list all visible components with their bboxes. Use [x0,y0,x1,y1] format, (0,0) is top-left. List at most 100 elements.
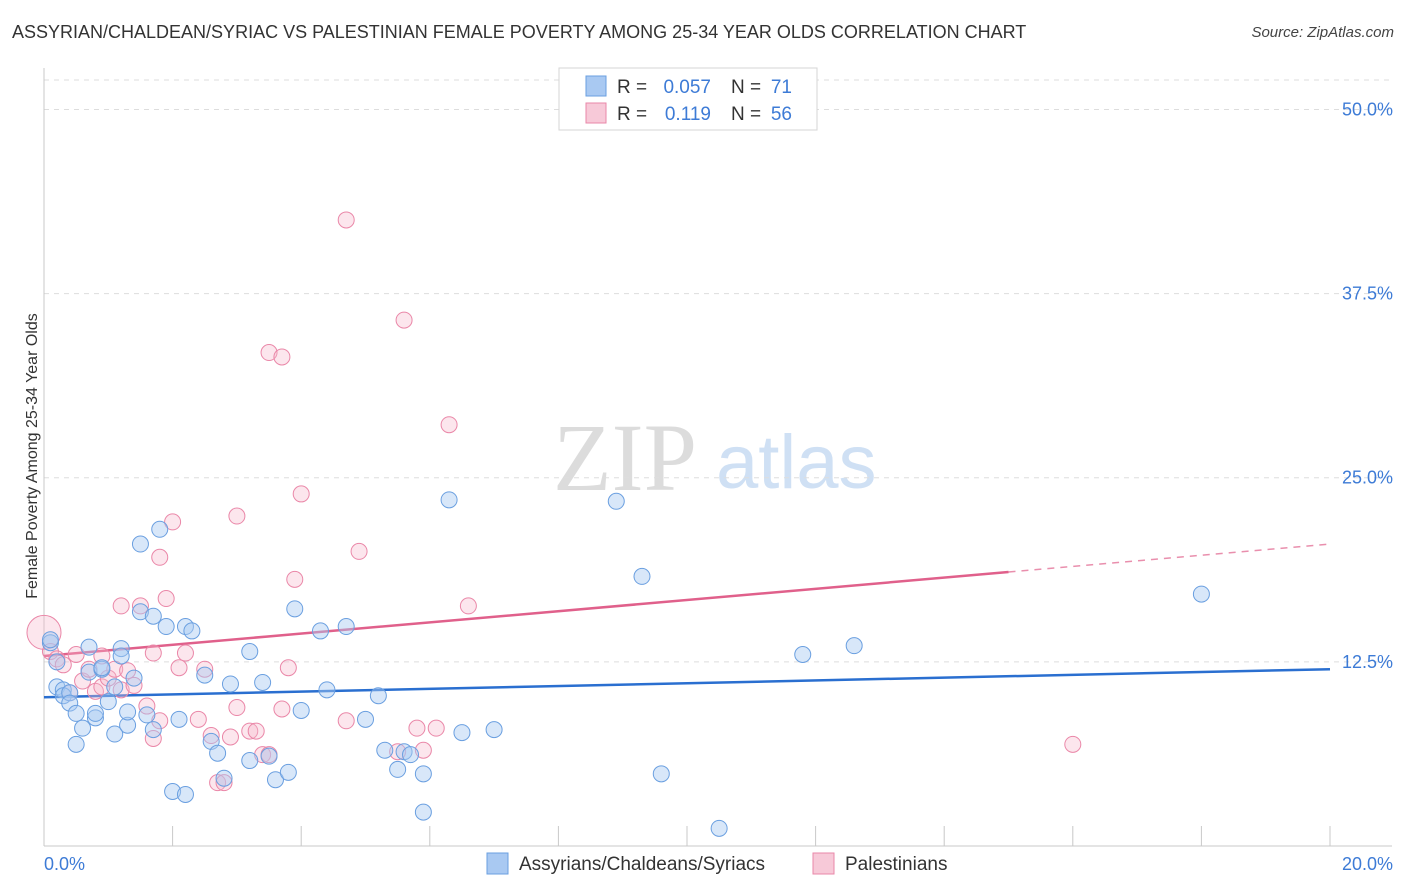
data-point-assyrians [286,600,304,618]
data-point-assyrians [144,607,162,625]
legend-r-value-pink: 0.119 [665,104,711,125]
data-point-palestinians [228,699,246,717]
trend-lines [43,543,1331,699]
gridlines [44,79,1392,663]
series-legend-label-pink: Palestinians [845,854,947,875]
data-point-palestinians [26,614,62,650]
data-point-palestinians [112,597,130,615]
data-point-assyrians [414,765,432,783]
chart-title: ASSYRIAN/CHALDEAN/SYRIAC VS PALESTINIAN … [12,22,1027,42]
data-point-assyrians [414,803,432,821]
data-point-assyrians [86,704,104,722]
data-point-palestinians [164,513,182,531]
data-point-assyrians [170,710,188,728]
data-point-assyrians [389,760,407,778]
data-point-assyrians [221,675,239,693]
data-point-assyrians [453,724,471,742]
data-point-palestinians [176,644,194,662]
trend-line-assyrians [43,667,1331,699]
series-assyrians [41,491,1210,837]
data-point-assyrians [125,669,143,687]
y-tick-labels: 12.5% 25.0% 37.5% 50.0% [1342,99,1393,671]
data-point-assyrians [260,747,278,765]
data-point-assyrians [254,673,272,691]
data-point-assyrians [485,721,503,739]
data-point-assyrians [151,520,169,538]
data-point-palestinians [189,710,207,728]
trend-line-palestinians [43,570,1009,658]
data-point-palestinians [273,700,291,718]
data-point-palestinians [125,676,143,694]
source-label: Source: ZipAtlas.com [1251,24,1394,41]
data-point-assyrians [99,693,117,711]
data-point-palestinians [144,644,162,662]
x-tick-label: 0.0% [44,854,85,874]
series-legend: Assyrians/Chaldeans/Syriacs Palestinians [486,852,947,875]
data-point-assyrians [292,701,310,719]
data-point-assyrians [1192,585,1210,603]
data-point-palestinians [427,719,445,737]
data-point-palestinians [131,597,149,615]
data-point-assyrians [112,640,130,658]
data-point-assyrians [119,716,137,734]
data-point-palestinians [414,741,432,759]
data-point-palestinians [408,719,426,737]
data-point-palestinians [241,722,259,740]
data-point-palestinians [99,669,117,687]
data-point-palestinians [260,344,278,362]
legend-swatch-pink [585,102,607,124]
data-point-palestinians [170,659,188,677]
data-point-assyrians [241,643,259,661]
legend-n-value-blue: 71 [771,77,792,98]
data-point-palestinians [228,507,246,525]
data-point-assyrians [607,492,625,510]
data-point-assyrians [183,622,201,640]
data-point-assyrians [710,819,728,837]
data-point-palestinians [138,697,156,715]
data-point-assyrians [266,771,284,789]
data-point-palestinians [247,722,265,740]
data-point-assyrians [376,741,394,759]
data-point-palestinians [157,590,175,608]
series-legend-swatch-blue [486,852,509,875]
legend-swatch-blue [585,75,607,97]
data-point-assyrians [157,618,175,636]
data-point-palestinians [93,647,111,665]
data-point-assyrians [131,535,149,553]
data-point-assyrians [119,703,137,721]
data-point-assyrians [106,678,124,696]
stats-legend: R = 0.057 N = 71 R = 0.119 N = 56 [558,67,818,131]
data-point-palestinians [151,548,169,566]
data-point-assyrians [67,735,85,753]
data-point-palestinians [221,728,239,746]
data-point-assyrians [61,694,79,712]
data-point-assyrians [633,567,651,585]
data-point-assyrians [845,637,863,655]
data-point-assyrians [86,709,104,727]
data-point-palestinians [67,646,85,663]
data-point-assyrians [652,765,670,783]
data-point-assyrians [794,646,812,663]
data-point-assyrians [112,647,130,665]
data-point-assyrians [440,491,458,509]
data-point-assyrians [311,622,329,640]
legend-n-label-blue: N = [731,77,761,98]
legend-n-value-pink: 56 [771,104,792,125]
watermark-zip: ZIP [553,404,697,511]
data-point-assyrians [215,769,233,787]
legend-n-label-pink: N = [731,104,761,125]
data-point-palestinians [202,727,220,745]
data-point-assyrians [357,710,374,728]
data-point-palestinians [337,211,355,229]
data-point-assyrians [176,785,194,803]
data-point-palestinians [389,743,407,761]
watermark: ZIP atlas [553,404,877,511]
legend-r-value-blue: 0.057 [663,77,711,98]
data-point-assyrians [74,719,92,737]
data-point-assyrians [337,618,355,636]
data-point-assyrians [138,706,156,724]
data-point-palestinians [196,660,214,678]
series-palestinians [26,211,1082,792]
data-point-assyrians [48,653,66,671]
